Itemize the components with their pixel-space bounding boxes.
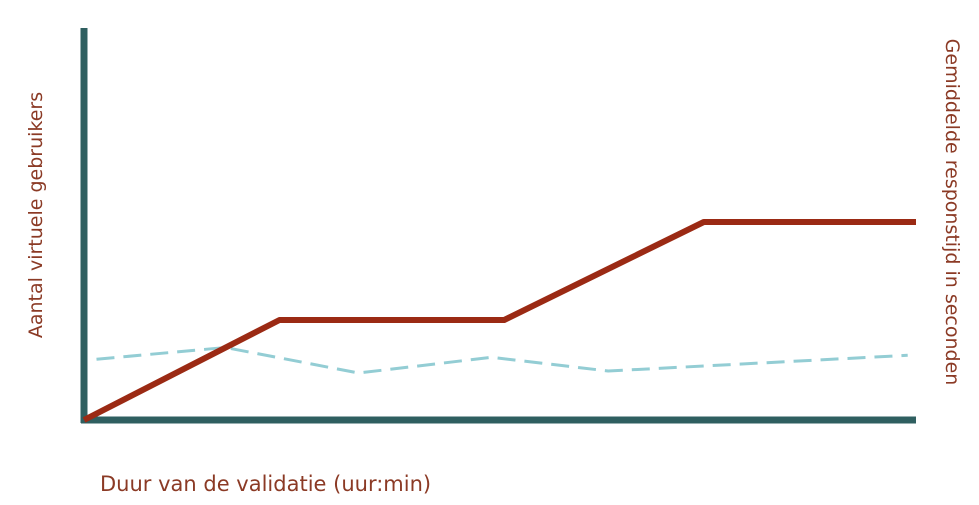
axes — [80, 28, 916, 424]
left-y-axis-label: Aantal virtuele gebruikers — [25, 91, 47, 339]
x-axis-label: Duur van de validatie (uur:min) — [100, 472, 432, 496]
series-layer — [82, 219, 916, 423]
right-y-axis-label: Gemiddelde responstijd in seconden — [941, 38, 963, 386]
series-line-solid — [82, 219, 916, 423]
series-line-dashed — [96, 346, 908, 375]
